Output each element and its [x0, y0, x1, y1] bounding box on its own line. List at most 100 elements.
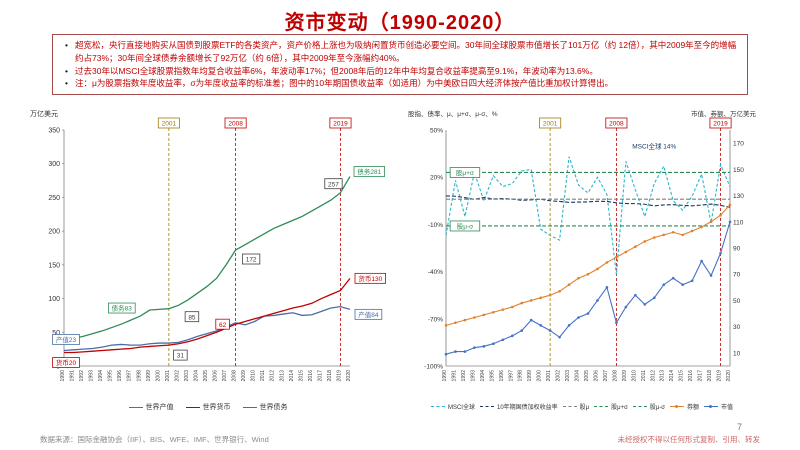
y-tick-label: 50 [52, 330, 60, 337]
x-tick-label: 2019 [717, 370, 723, 382]
legend-item: 世界债务 [242, 402, 288, 412]
x-tick-label: 2017 [317, 370, 323, 382]
bullet-item: 超宽松，央行直接地购买从国债到股票ETF的各类资产，资产价格上涨也为吸纳闲置货币… [65, 39, 737, 65]
page-title: 资市变动（1990-2020） [284, 12, 516, 34]
x-tick-label: 2014 [289, 370, 295, 382]
annotation-box [449, 167, 481, 178]
left-axis-title: 股指、债率、μ、μ+σ、μ-σ、% [408, 109, 498, 118]
x-tick-label: 2008 [232, 370, 238, 382]
annotation-box [329, 117, 352, 129]
legend-item: 10年期国债加权收益率 [479, 402, 558, 411]
x-tick-label: 2001 [546, 370, 552, 382]
legend-label: MSCI全球 [447, 405, 475, 411]
left-chart-legend: 世界产值 世界货币 世界债务 [28, 402, 388, 412]
annotation-label: MSCI全球 14% [632, 141, 676, 150]
x-tick-label: 2008 [612, 370, 618, 382]
y-tick-label: 50% [430, 128, 443, 135]
annotation-label: 2001 [162, 121, 177, 128]
legend-item: 世界产值 [128, 402, 174, 412]
x-tick-label: 1990 [60, 370, 66, 382]
y-tick-label: 70 [733, 272, 741, 279]
right-axis-title: 市值、券额、万亿美元 [691, 109, 756, 118]
series-line [445, 204, 731, 326]
y-tick-label: 10 [733, 350, 741, 357]
annotation-label: 2001 [543, 121, 558, 128]
page-number: 7 [736, 422, 742, 432]
x-tick-label: 1992 [461, 370, 467, 382]
annotation-box [52, 357, 80, 368]
x-tick-label: 1994 [98, 370, 104, 382]
legend-label: 股μ+σ [611, 405, 628, 411]
legend-label: 券额 [686, 405, 699, 411]
annotation-box [184, 311, 200, 323]
annotation-box [173, 349, 188, 361]
annotation-label: 股μ-σ [457, 223, 473, 231]
y-tick-label: 20% [430, 175, 443, 182]
x-tick-label: 1997 [127, 370, 133, 382]
legend-label: 世界债务 [259, 404, 288, 411]
x-tick-label: 1999 [527, 370, 533, 382]
x-tick-label: 2005 [203, 370, 209, 382]
legend-line-sample [562, 406, 577, 407]
x-tick-label: 2002 [174, 370, 180, 382]
y-tick-label: 30 [733, 324, 741, 331]
annotation-box [224, 117, 247, 129]
x-tick-label: 1996 [499, 370, 505, 382]
annotation-label: 产值84 [358, 310, 379, 319]
data-source-note: 数据来源：国际金融协会（IIF）、BIS、WFE、IMF、世界银行、Wind [40, 435, 269, 444]
x-tick-label: 2012 [650, 370, 656, 382]
x-tick-label: 2018 [707, 370, 713, 382]
legend-item: 世界货币 [185, 402, 231, 412]
left-chart-canvas: 万亿美元050100150200250300350199019911992199… [30, 109, 387, 382]
y-tick-label: 110 [733, 219, 744, 226]
annotation-label: 2008 [228, 121, 243, 128]
legend-label: 世界货币 [202, 404, 231, 411]
x-tick-label: 2006 [593, 370, 599, 382]
x-tick-label: 1991 [70, 370, 76, 382]
legend-line-sample [669, 405, 684, 408]
annotation-box [354, 308, 383, 320]
left-chart-panel: 万亿美元050100150200250300350199019911992199… [28, 106, 388, 428]
x-tick-label: 2013 [660, 370, 666, 382]
x-tick-label: 2016 [688, 370, 694, 382]
legend-line-sample [594, 406, 609, 407]
annotation-label: 257 [328, 181, 339, 188]
x-tick-label: 2002 [556, 370, 562, 382]
y-tick-label: -40% [428, 269, 443, 276]
annotation-box [539, 117, 562, 129]
annotation-label: 62 [219, 322, 227, 329]
x-tick-label: 1990 [442, 370, 448, 382]
x-tick-label: 2017 [698, 370, 704, 382]
x-tick-label: 2005 [584, 370, 590, 382]
x-tick-label: 2007 [603, 370, 609, 382]
legend-label: 10年期国债加权收益率 [496, 405, 558, 411]
y-tick-label: 300 [48, 161, 60, 168]
y-tick-label: -10% [428, 222, 443, 229]
series-line [63, 176, 351, 342]
legend-item: 股μ [562, 402, 590, 411]
x-tick-label: 2004 [575, 370, 581, 382]
legend-label: 股μ [579, 405, 590, 411]
series-line [445, 221, 731, 355]
x-tick-label: 2012 [270, 370, 276, 382]
summary-box: 超宽松，央行直接地购买从国债到股票ETF的各类资产，资产价格上涨也为吸纳闲置货币… [52, 34, 748, 95]
y-tick-label: 350 [48, 128, 60, 135]
bullet-list: 超宽松，央行直接地购买从国债到股票ETF的各类资产，资产价格上涨也为吸纳闲置货币… [63, 39, 737, 90]
x-tick-label: 1995 [108, 370, 114, 382]
x-tick-label: 1999 [146, 370, 152, 382]
annotation-label: 172 [246, 257, 257, 264]
x-tick-label: 1997 [508, 370, 514, 382]
x-tick-label: 2015 [298, 370, 304, 382]
annotation-label: 货币20 [56, 358, 77, 367]
x-tick-label: 2011 [641, 370, 647, 381]
x-tick-label: 2020 [346, 370, 352, 382]
annotation-label: 债务281 [357, 167, 381, 176]
legend-line-sample [704, 405, 718, 408]
x-tick-label: 2013 [279, 370, 285, 382]
x-tick-label: 1995 [489, 370, 495, 382]
legend-line-sample [430, 406, 445, 407]
annotation-label: 2008 [609, 121, 624, 128]
series-line [445, 195, 731, 208]
x-tick-label: 1992 [79, 370, 85, 382]
x-tick-label: 2015 [679, 370, 685, 382]
